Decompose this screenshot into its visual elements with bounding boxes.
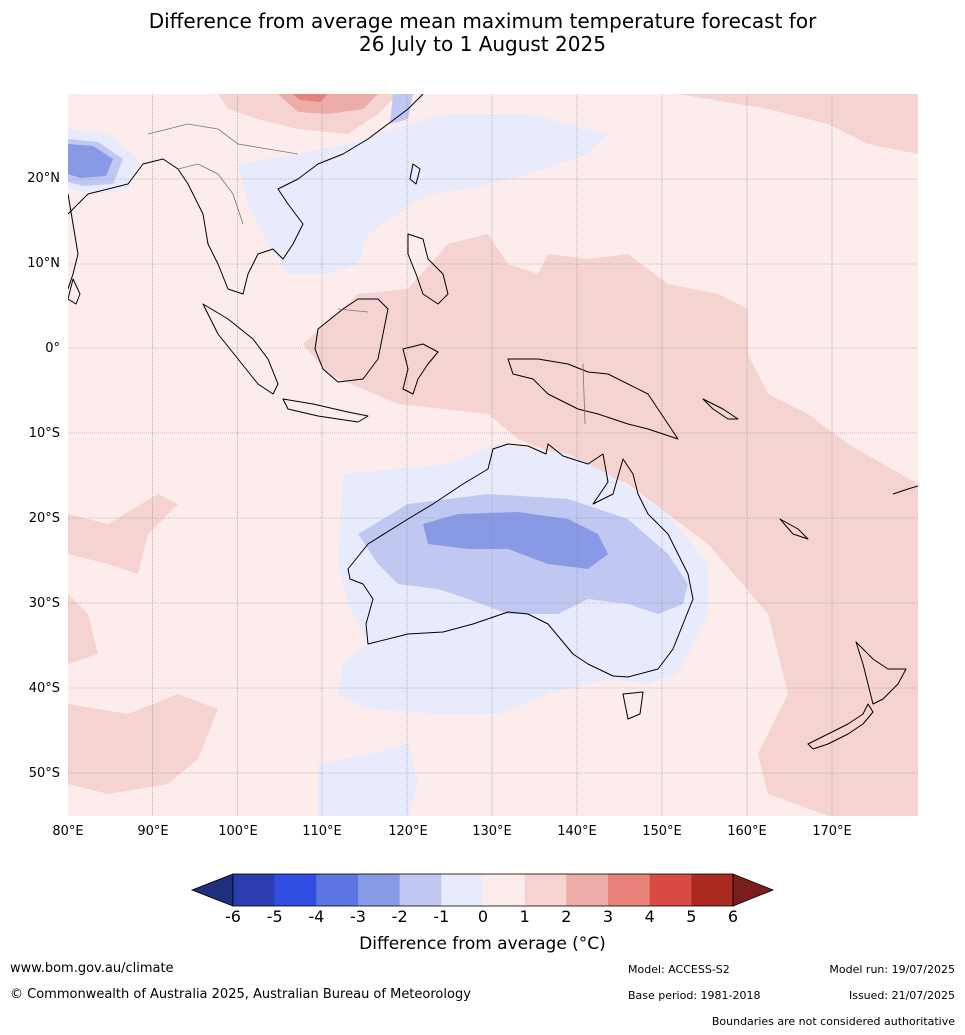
new-caledonia-coast [779,518,809,540]
anomaly-maritime-warm [303,234,918,816]
colorbar-tick-label: 3 [602,907,614,926]
colorbar-cell [399,874,442,906]
borneo-coast [314,298,389,383]
coastlines [68,94,918,750]
colorbar-tick-label: -5 [266,907,283,926]
colorbar-title: Difference from average (°C) [359,934,606,954]
india-coast [68,193,79,290]
anomaly-scs-cool [238,114,608,274]
colorbar-tick-label: 4 [644,907,655,926]
anomaly-china-hotter [293,94,328,102]
issued-label: Issued: 21/07/2025 [848,989,955,1002]
colorbar-cell [316,874,359,906]
colorbar-tick-label: -4 [308,907,325,926]
title-line-2: 26 July to 1 August 2025 [359,32,606,56]
disclaimer-text: Boundaries are not considered authoritat… [711,1015,955,1028]
website-link[interactable]: www.bom.gov.au/climate [10,961,174,976]
colorbar-extend-high [732,873,775,907]
asia-coast [68,94,424,295]
lat-label-0: 0° [45,341,60,356]
anomaly-indian-warm-2 [68,694,218,794]
sumatra-coast [202,303,279,395]
fiji-coast [892,485,918,495]
colorbar-cell [691,874,734,906]
lon-label-160e: 160°E [727,824,767,839]
lon-label-140e: 140°E [557,824,597,839]
colorbar-cell [566,874,609,906]
colorbar-tick-label: 5 [686,907,697,926]
taiwan-coast [409,163,421,185]
lon-label-170e: 170°E [812,824,852,839]
anomaly-indian-warm-1 [68,494,178,574]
anomaly-south-ocean-cool [318,744,418,816]
copyright-text: © Commonwealth of Australia 2025, Austra… [10,987,471,1002]
colorbar-cell [233,874,275,906]
colorbar [190,873,775,907]
anomaly-australia-cool-strong [423,512,608,569]
model-run-label: Model run: 19/07/2025 [829,963,955,976]
colorbar-tick-label: -3 [350,907,366,926]
sulawesi-coast [402,343,439,395]
anomaly-map [68,94,918,816]
lon-label-90e: 90°E [137,824,169,839]
lon-label-110e: 110°E [302,824,342,839]
lon-label-130e: 130°E [472,824,512,839]
title-line-1: Difference from average mean maximum tem… [148,9,817,33]
lat-label-40s: 40°S [28,681,60,696]
lat-label-10s: 10°S [28,426,60,441]
colorbar-tick-label: 6 [727,907,739,926]
lat-label-20n: 20°N [27,171,60,186]
new-guinea-coast [507,358,679,440]
colorbar-cell [274,874,317,906]
philippines-coast [407,233,449,305]
lat-label-30s: 30°S [28,596,60,611]
country-borders [147,123,586,425]
model-label: Model: ACCESS-S2 [628,963,730,976]
lon-label-80e: 80°E [52,824,84,839]
lat-label-20s: 20°S [28,511,60,526]
colorbar-cells [233,874,734,906]
colorbar-tick-label: 2 [561,907,572,926]
lon-label-150e: 150°E [642,824,682,839]
colorbar-cell [441,874,484,906]
lon-label-120e: 120°E [388,824,428,839]
new-zealand-north-coast [855,641,907,705]
colorbar-tick-label: -2 [391,907,408,926]
base-period-label: Base period: 1981-2018 [628,989,761,1002]
tasmania-coast [622,691,644,720]
lat-label-50s: 50°S [28,766,60,781]
colorbar-extend-low [190,873,234,907]
sri-lanka-coast [68,278,81,305]
lon-label-100e: 100°E [218,824,258,839]
colorbar-tick-label: 0 [477,907,489,926]
anomaly-indian-warm-3 [68,594,98,664]
lat-label-10n: 10°N [27,256,60,271]
chart-title: Difference from average mean maximum tem… [0,10,965,56]
colorbar-cell [358,874,400,906]
solomon-islands-coast [702,398,739,420]
colorbar-cell [524,874,567,906]
java-coast [282,398,369,423]
anomaly-india-cool-strong [68,144,113,178]
colorbar-outline [232,873,734,907]
colorbar-tick-label: -1 [433,907,450,926]
australia-coast [347,443,694,678]
new-zealand-south-coast [807,703,874,750]
anomaly-pacific-north-warm [678,94,918,154]
colorbar-tick-label: -6 [225,907,241,926]
colorbar-cell [483,874,525,906]
colorbar-cell [608,874,650,906]
colorbar-cell [649,874,692,906]
colorbar-tick-label: 1 [519,907,530,926]
